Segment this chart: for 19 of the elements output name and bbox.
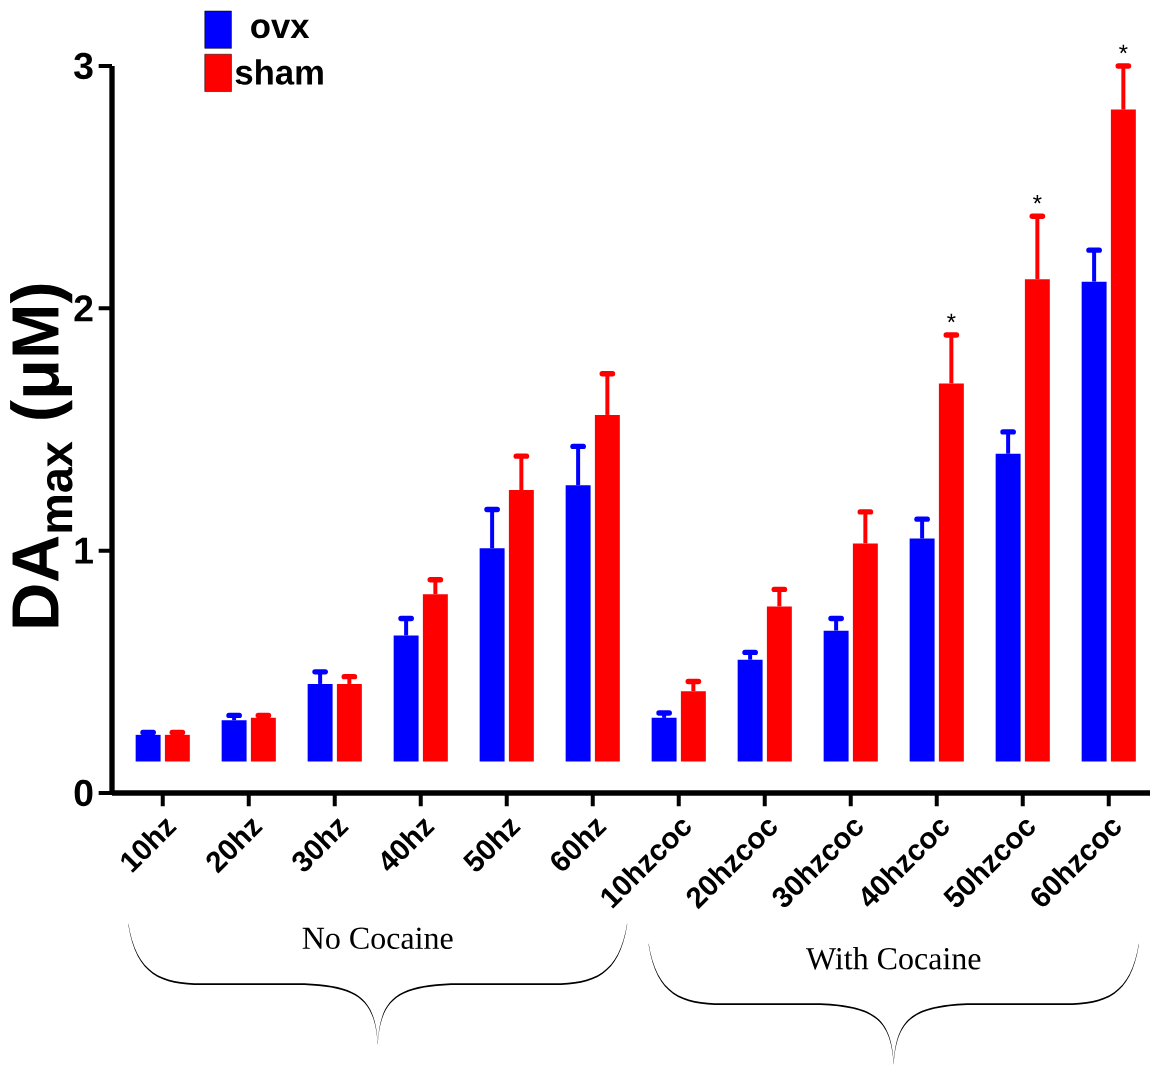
y-axis-title: DA$_{max}$ (μM)	[10, 284, 73, 627]
text: No Cocaine	[302, 927, 453, 950]
y-tick-label: 3	[74, 52, 93, 80]
legend-label: sham	[235, 59, 323, 85]
y-tick-label: 2	[74, 295, 93, 322]
data-label: *	[1033, 195, 1042, 204]
legend-label: ovx	[251, 19, 310, 39]
bar	[164, 734, 190, 762]
text: With Cocaine	[805, 946, 981, 970]
data-label: *	[1119, 44, 1128, 54]
y-tick-label: 0	[74, 779, 93, 807]
bar	[651, 717, 677, 762]
y-tick-label: 1	[75, 537, 93, 564]
bar	[737, 659, 763, 762]
bar	[221, 720, 247, 762]
bar	[250, 717, 276, 762]
bar	[336, 683, 362, 762]
bar	[135, 734, 161, 762]
data-label: *	[947, 313, 956, 323]
